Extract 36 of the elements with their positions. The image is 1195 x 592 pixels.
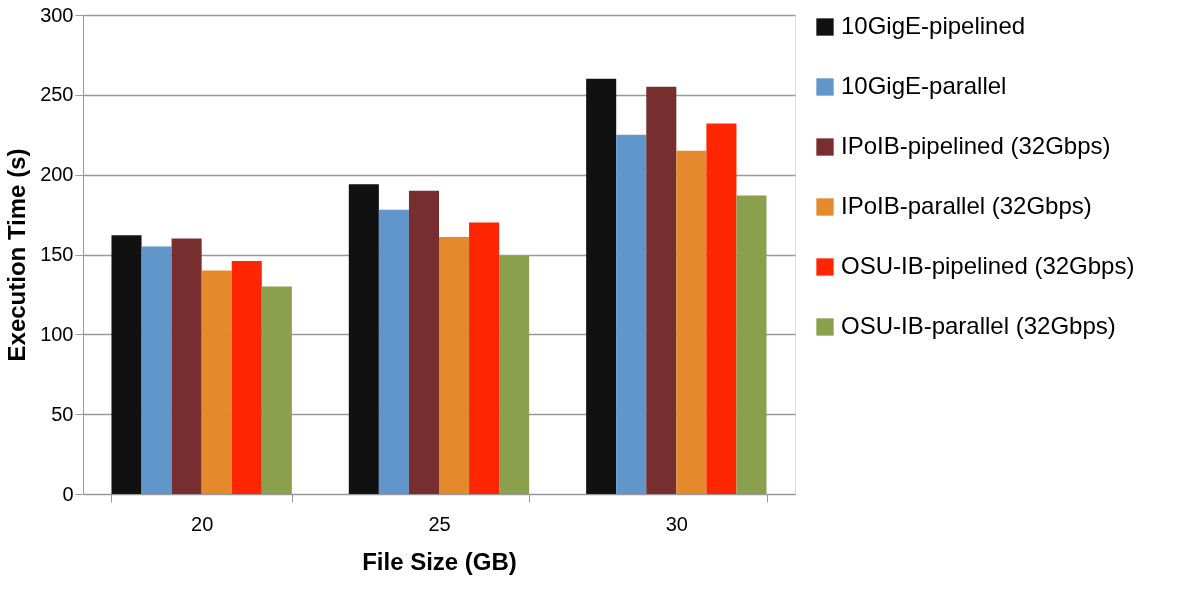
legend-label: IPoIB-parallel (32Gbps) — [841, 192, 1092, 219]
bar — [646, 86, 677, 494]
bar — [408, 190, 439, 494]
bar — [348, 184, 379, 494]
bar — [499, 256, 530, 494]
x-tick-label: 30 — [665, 512, 688, 535]
bar — [586, 78, 617, 494]
legend-label: 10GigE-pipelined — [841, 12, 1026, 39]
x-tick-label: 25 — [428, 512, 451, 535]
legend-label: 10GigE-parallel — [841, 72, 1007, 99]
x-axis-title: File Size (GB) — [362, 547, 517, 575]
bar — [378, 209, 409, 494]
bar — [736, 195, 767, 494]
legend-label: OSU-IB-parallel (32Gbps) — [841, 312, 1116, 339]
bar — [111, 235, 142, 494]
y-tick-label: 50 — [51, 402, 74, 425]
legend-label: OSU-IB-pipelined (32Gbps) — [841, 252, 1135, 279]
y-tick-label: 200 — [40, 163, 74, 186]
legend-label: IPoIB-pipelined (32Gbps) — [841, 132, 1111, 159]
bar — [469, 222, 500, 494]
bar — [201, 270, 232, 494]
bar — [261, 286, 292, 494]
bar — [141, 246, 172, 494]
x-tick-label: 20 — [191, 512, 214, 535]
bar — [616, 134, 647, 494]
y-axis-title: Execution Time (s) — [3, 148, 31, 362]
y-tick-label: 150 — [40, 243, 74, 265]
bar — [439, 236, 470, 494]
bar — [171, 238, 202, 494]
bar — [706, 123, 737, 494]
bar — [676, 150, 707, 494]
y-tick-label: 250 — [40, 83, 74, 106]
y-tick-label: 0 — [62, 482, 74, 505]
y-tick-label: 100 — [40, 322, 74, 345]
bar — [231, 260, 262, 494]
y-tick-label: 300 — [40, 3, 74, 26]
